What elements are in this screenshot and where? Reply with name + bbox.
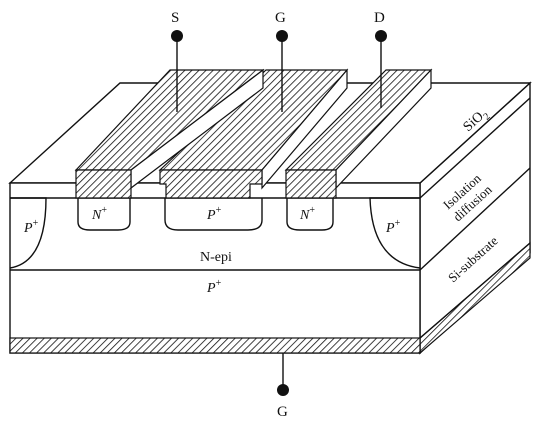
source-label: S bbox=[171, 10, 179, 26]
right-face-substrate-line bbox=[419, 242, 531, 339]
p-plus-right-label: P+ bbox=[385, 218, 401, 236]
right-face-epi-line bbox=[419, 167, 531, 271]
source-metal-strip-front bbox=[75, 169, 132, 199]
n-plus-source-region bbox=[77, 198, 131, 231]
p-plus-isolation-left bbox=[9, 197, 47, 269]
gate-terminal bbox=[276, 30, 288, 112]
gate-label: G bbox=[275, 10, 286, 26]
right-face-oxide-line bbox=[419, 97, 531, 199]
drain-label: D bbox=[374, 10, 385, 26]
p-plus-gate-label: P+ bbox=[206, 205, 222, 223]
p-plus-gate-region bbox=[164, 198, 263, 231]
gate-metal-strip-front bbox=[159, 169, 263, 199]
p-plus-substrate-label: P+ bbox=[206, 278, 222, 296]
source-terminal-dot bbox=[171, 30, 183, 42]
drain-metal-strip-front bbox=[285, 169, 337, 199]
n-plus-drain-label: N+ bbox=[299, 205, 315, 223]
n-epi-label: N-epi bbox=[200, 250, 232, 265]
bottom-gate-terminal bbox=[277, 353, 289, 396]
drain-terminal-dot bbox=[375, 30, 387, 42]
gate-terminal-dot bbox=[276, 30, 288, 42]
p-plus-isolation-right bbox=[369, 197, 421, 269]
bottom-gate-terminal-dot bbox=[277, 384, 289, 396]
n-plus-drain-region bbox=[286, 198, 334, 231]
n-plus-source-label: N+ bbox=[91, 205, 107, 223]
p-plus-left-label: P+ bbox=[23, 218, 39, 236]
bottom-gate-label: G bbox=[277, 404, 288, 420]
bottom-gate-metal bbox=[9, 337, 421, 354]
source-terminal bbox=[171, 30, 183, 112]
drain-terminal bbox=[375, 30, 387, 108]
